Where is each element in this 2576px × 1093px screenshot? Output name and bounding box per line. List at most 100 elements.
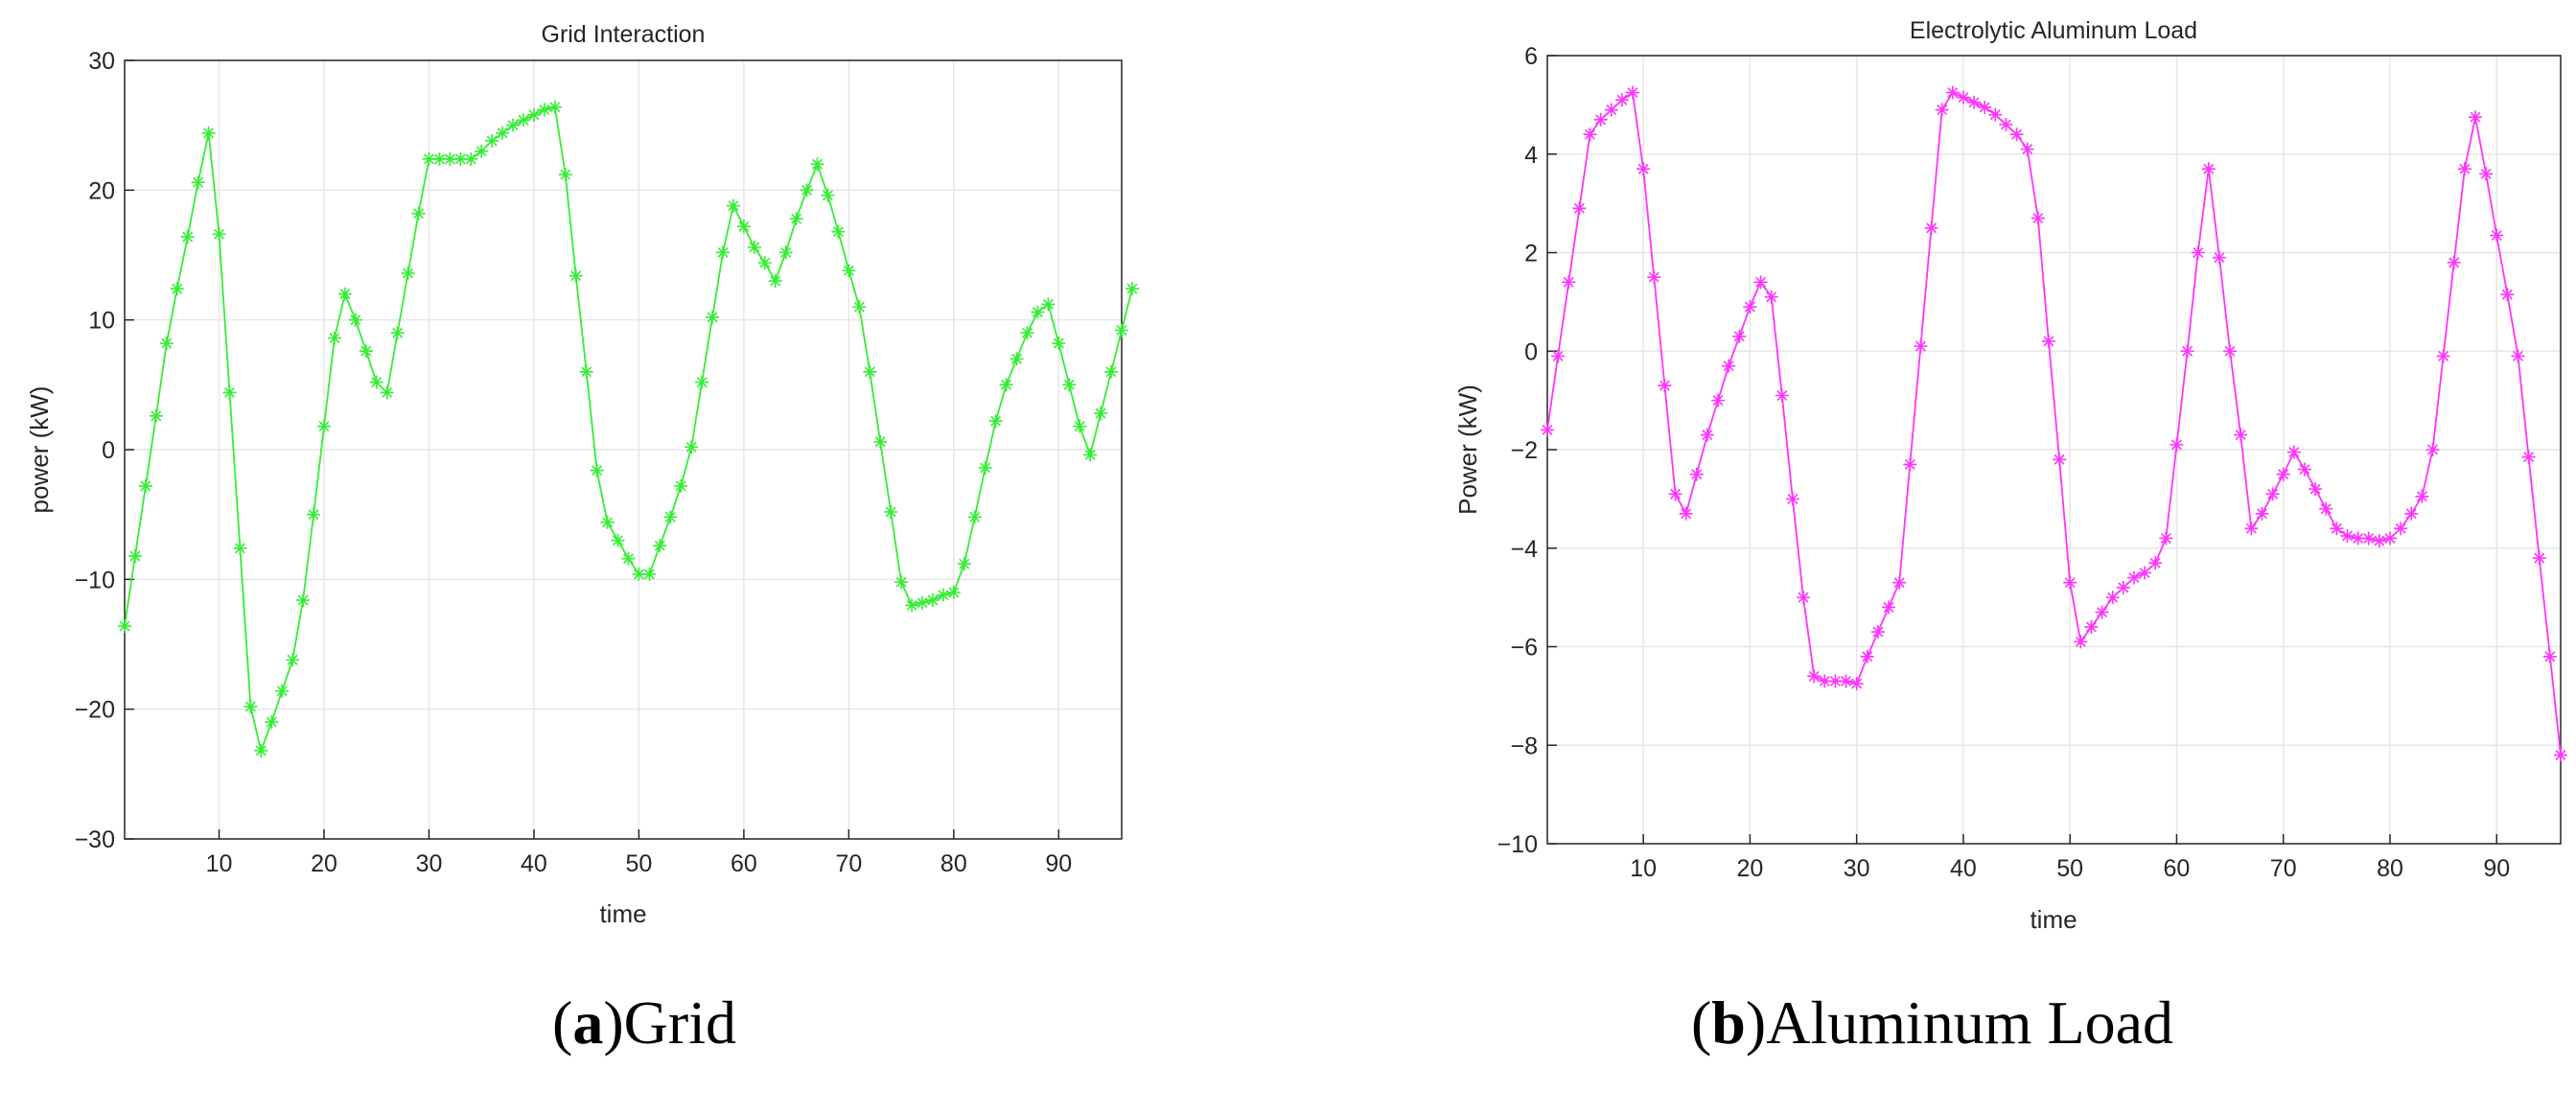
x-tick-label: 30 xyxy=(416,850,443,877)
data-point xyxy=(2148,556,2163,570)
y-tick-label: −10 xyxy=(1497,831,1538,858)
data-point xyxy=(1732,329,1747,343)
data-point xyxy=(464,151,478,166)
data-point xyxy=(590,463,604,477)
data-point xyxy=(443,151,457,166)
data-point xyxy=(2180,344,2194,359)
data-point xyxy=(905,598,919,613)
data-point xyxy=(821,188,835,202)
data-point xyxy=(1818,674,1832,688)
data-point xyxy=(1722,359,1736,373)
x-tick-label: 30 xyxy=(1844,855,1870,882)
data-point xyxy=(2330,522,2344,536)
data-point xyxy=(1636,162,1651,176)
data-point xyxy=(1658,379,1672,393)
data-point xyxy=(537,103,551,117)
data-point xyxy=(2468,110,2482,125)
y-tick-label: −2 xyxy=(1510,437,1538,464)
data-point xyxy=(1849,677,1864,691)
data-point xyxy=(1956,90,1970,105)
x-tick-label: 70 xyxy=(2270,855,2297,882)
data-point xyxy=(1572,201,1587,216)
data-point xyxy=(432,151,447,166)
data-point xyxy=(2265,487,2280,501)
data-point xyxy=(2372,534,2386,548)
data-point xyxy=(1104,364,1119,379)
data-point xyxy=(1978,100,1992,114)
data-point xyxy=(2138,566,2152,580)
data-point xyxy=(852,300,867,314)
data-point xyxy=(2309,482,2323,497)
data-point xyxy=(2554,748,2567,762)
data-point xyxy=(2542,649,2557,663)
data-point xyxy=(2457,162,2472,176)
y-tick-label: −4 xyxy=(1510,536,1538,563)
data-point xyxy=(2276,467,2290,481)
data-point xyxy=(2126,570,2141,585)
data-point xyxy=(390,326,405,340)
data-point xyxy=(925,593,940,607)
data-point xyxy=(1785,492,1799,506)
data-point xyxy=(757,256,772,270)
data-point xyxy=(1753,275,1768,290)
data-point xyxy=(967,510,982,524)
data-point xyxy=(2382,531,2397,546)
y-axis-label: power (kW) xyxy=(25,386,54,514)
data-point xyxy=(946,585,961,599)
data-point xyxy=(118,619,131,634)
data-point xyxy=(475,144,489,158)
data-point xyxy=(1743,300,1757,314)
data-point xyxy=(2201,162,2216,176)
data-point xyxy=(2053,453,2067,467)
data-point xyxy=(1935,103,1949,117)
data-point xyxy=(2500,288,2515,302)
x-tick-label: 40 xyxy=(521,850,547,877)
data-point xyxy=(621,551,636,566)
x-tick-label: 90 xyxy=(2483,855,2510,882)
data-point xyxy=(422,151,436,166)
x-tick-label: 60 xyxy=(2164,855,2191,882)
data-point xyxy=(233,541,247,555)
caption-letter: a xyxy=(572,988,604,1057)
data-point xyxy=(1647,270,1661,285)
grid-interaction-chart: Grid Interaction 10 20 30 40 50 60 70 80 90 −30 −2… xyxy=(25,21,1139,928)
data-point xyxy=(275,684,290,698)
data-point xyxy=(1125,282,1139,296)
data-point xyxy=(2479,167,2494,181)
electrolytic-aluminum-load-chart: Electrolytic Aluminum Load 10 20 30 40 50 60 7… xyxy=(1453,17,2567,934)
data-point xyxy=(1870,625,1885,640)
data-point xyxy=(1083,448,1098,462)
data-point xyxy=(2415,489,2429,503)
data-point xyxy=(569,268,583,283)
data-point xyxy=(265,715,279,730)
x-tick-label: 80 xyxy=(940,850,967,877)
data-point xyxy=(2234,428,2248,442)
data-point xyxy=(1689,467,1704,481)
data-point xyxy=(1797,591,1811,605)
data-point xyxy=(2297,462,2311,477)
data-point xyxy=(768,274,782,289)
data-point xyxy=(736,220,751,234)
data-point xyxy=(337,287,352,301)
data-point xyxy=(359,344,373,359)
y-tick-label: −8 xyxy=(1510,733,1538,759)
data-point xyxy=(1031,305,1045,319)
data-point xyxy=(191,175,205,190)
data-point xyxy=(1914,339,1928,354)
data-point xyxy=(884,504,898,519)
data-point xyxy=(1593,112,1608,127)
y-tick-label: 4 xyxy=(1524,142,1538,169)
data-point xyxy=(600,515,615,529)
data-point xyxy=(2404,506,2419,521)
data-point xyxy=(842,264,856,278)
y-tick-label: 2 xyxy=(1524,241,1538,267)
x-tick-label: 40 xyxy=(1950,855,1977,882)
data-point xyxy=(180,230,195,244)
data-point xyxy=(2223,344,2238,359)
data-point xyxy=(2319,501,2333,516)
data-point xyxy=(726,198,740,213)
x-tick-label: 10 xyxy=(1630,855,1657,882)
data-point xyxy=(916,595,929,610)
data-point xyxy=(695,375,709,389)
data-point xyxy=(2159,531,2173,546)
